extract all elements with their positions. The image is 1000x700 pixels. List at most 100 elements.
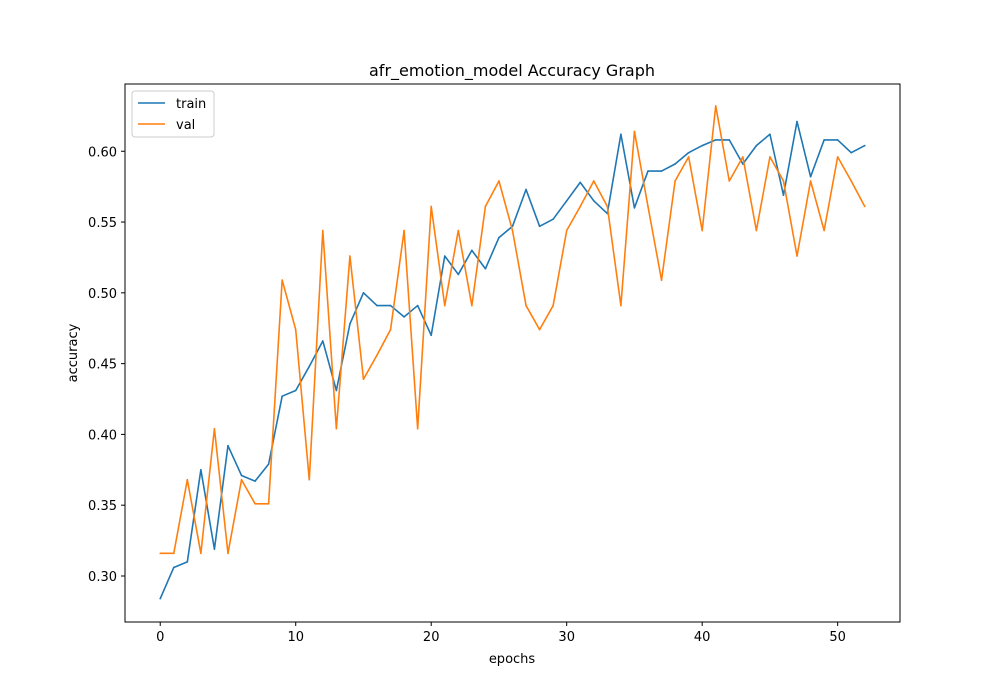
- data-point-train: [430, 334, 433, 337]
- data-point-train: [769, 133, 771, 136]
- y-tick-label: 0.55: [88, 216, 117, 231]
- data-point-val: [186, 478, 189, 481]
- y-tick-label: 0.35: [88, 499, 117, 514]
- data-point-val: [498, 180, 500, 182]
- data-point-val: [565, 229, 568, 232]
- data-point-val: [335, 427, 338, 430]
- data-point-train: [823, 139, 825, 141]
- y-tick-label: 0.50: [88, 287, 117, 302]
- data-point-train: [660, 170, 663, 172]
- data-point-val: [281, 279, 283, 281]
- data-point-train: [267, 463, 270, 465]
- data-point-val: [511, 229, 514, 232]
- data-point-val: [647, 205, 649, 208]
- data-point-train: [240, 474, 243, 477]
- plot-frame: [124, 83, 901, 623]
- data-point-train: [213, 548, 216, 550]
- data-point-val: [836, 156, 839, 158]
- data-point-train: [376, 304, 378, 307]
- data-point-train: [565, 200, 568, 202]
- x-axis-label: epochs: [489, 652, 536, 667]
- data-point-val: [457, 229, 460, 232]
- data-point-val: [796, 255, 798, 257]
- chart-title: afr_emotion_model Accuracy Graph: [369, 61, 655, 81]
- data-point-train: [403, 316, 405, 318]
- y-tick-label: 0.45: [88, 358, 117, 373]
- data-point-train: [335, 389, 338, 392]
- data-point-train: [796, 120, 798, 123]
- data-point-train: [687, 151, 690, 154]
- legend-label-train: train: [176, 97, 206, 112]
- data-point-train: [159, 597, 162, 600]
- data-point-train: [254, 480, 256, 482]
- x-tick-label: 20: [423, 630, 440, 645]
- data-point-train: [172, 566, 175, 569]
- data-point-val: [159, 552, 162, 555]
- data-point-train: [362, 292, 365, 294]
- data-point-train: [186, 561, 189, 563]
- data-point-val: [742, 156, 744, 158]
- series-line-train: [159, 120, 866, 599]
- data-point-train: [742, 163, 744, 165]
- data-point-val: [443, 304, 446, 307]
- data-point-val: [213, 427, 216, 430]
- data-point-val: [172, 552, 175, 555]
- data-point-train: [620, 133, 622, 136]
- data-point-train: [647, 170, 649, 172]
- data-point-train: [809, 175, 812, 178]
- data-point-val: [484, 205, 487, 208]
- data-point-val: [322, 229, 324, 232]
- data-point-val: [430, 205, 433, 208]
- data-point-val: [674, 180, 676, 182]
- data-point-train: [498, 236, 500, 239]
- x-axis-ticks: 0 10 20 30 40 50: [156, 622, 846, 645]
- data-point-val: [660, 279, 663, 281]
- x-tick-label: 50: [829, 630, 846, 645]
- data-point-val: [308, 478, 311, 481]
- data-point-val: [552, 304, 554, 307]
- y-tick-label: 0.60: [88, 145, 117, 160]
- x-tick-label: 0: [156, 630, 164, 645]
- y-tick-label: 0.40: [88, 428, 117, 443]
- data-point-val: [823, 229, 825, 232]
- data-point-val: [782, 180, 785, 182]
- data-point-train: [443, 255, 446, 257]
- data-point-val: [389, 328, 392, 331]
- data-point-train: [701, 144, 703, 147]
- data-point-val: [633, 130, 636, 133]
- data-point-train: [674, 163, 676, 165]
- data-point-train: [281, 395, 283, 397]
- data-point-val: [606, 205, 609, 208]
- data-point-train: [538, 225, 541, 228]
- data-point-train: [552, 218, 554, 221]
- data-point-train: [484, 267, 487, 270]
- x-tick-label: 10: [287, 630, 304, 645]
- data-point-val: [416, 427, 419, 430]
- series-layer: [159, 105, 866, 600]
- legend: train val: [131, 90, 215, 138]
- data-point-train: [227, 444, 229, 447]
- data-point-val: [267, 502, 270, 505]
- data-point-val: [403, 229, 405, 232]
- data-point-val: [687, 156, 690, 158]
- data-point-val: [200, 552, 202, 555]
- data-point-train: [579, 181, 582, 184]
- data-point-train: [755, 144, 758, 147]
- data-point-val: [620, 304, 622, 307]
- data-point-train: [836, 139, 839, 141]
- data-point-val: [809, 180, 812, 182]
- data-point-val: [701, 229, 703, 232]
- data-point-val: [254, 502, 256, 505]
- data-point-train: [349, 323, 351, 325]
- x-tick-label: 30: [558, 630, 575, 645]
- series-line-val: [160, 105, 866, 555]
- data-point-val: [294, 328, 297, 331]
- data-point-val: [579, 205, 582, 208]
- y-axis-label: accuracy: [66, 323, 81, 382]
- data-point-train: [728, 139, 731, 141]
- data-point-train: [863, 144, 866, 147]
- data-point-val: [714, 105, 717, 107]
- data-point-train: [633, 207, 636, 209]
- data-point-train: [457, 273, 460, 276]
- data-point-train: [294, 389, 297, 392]
